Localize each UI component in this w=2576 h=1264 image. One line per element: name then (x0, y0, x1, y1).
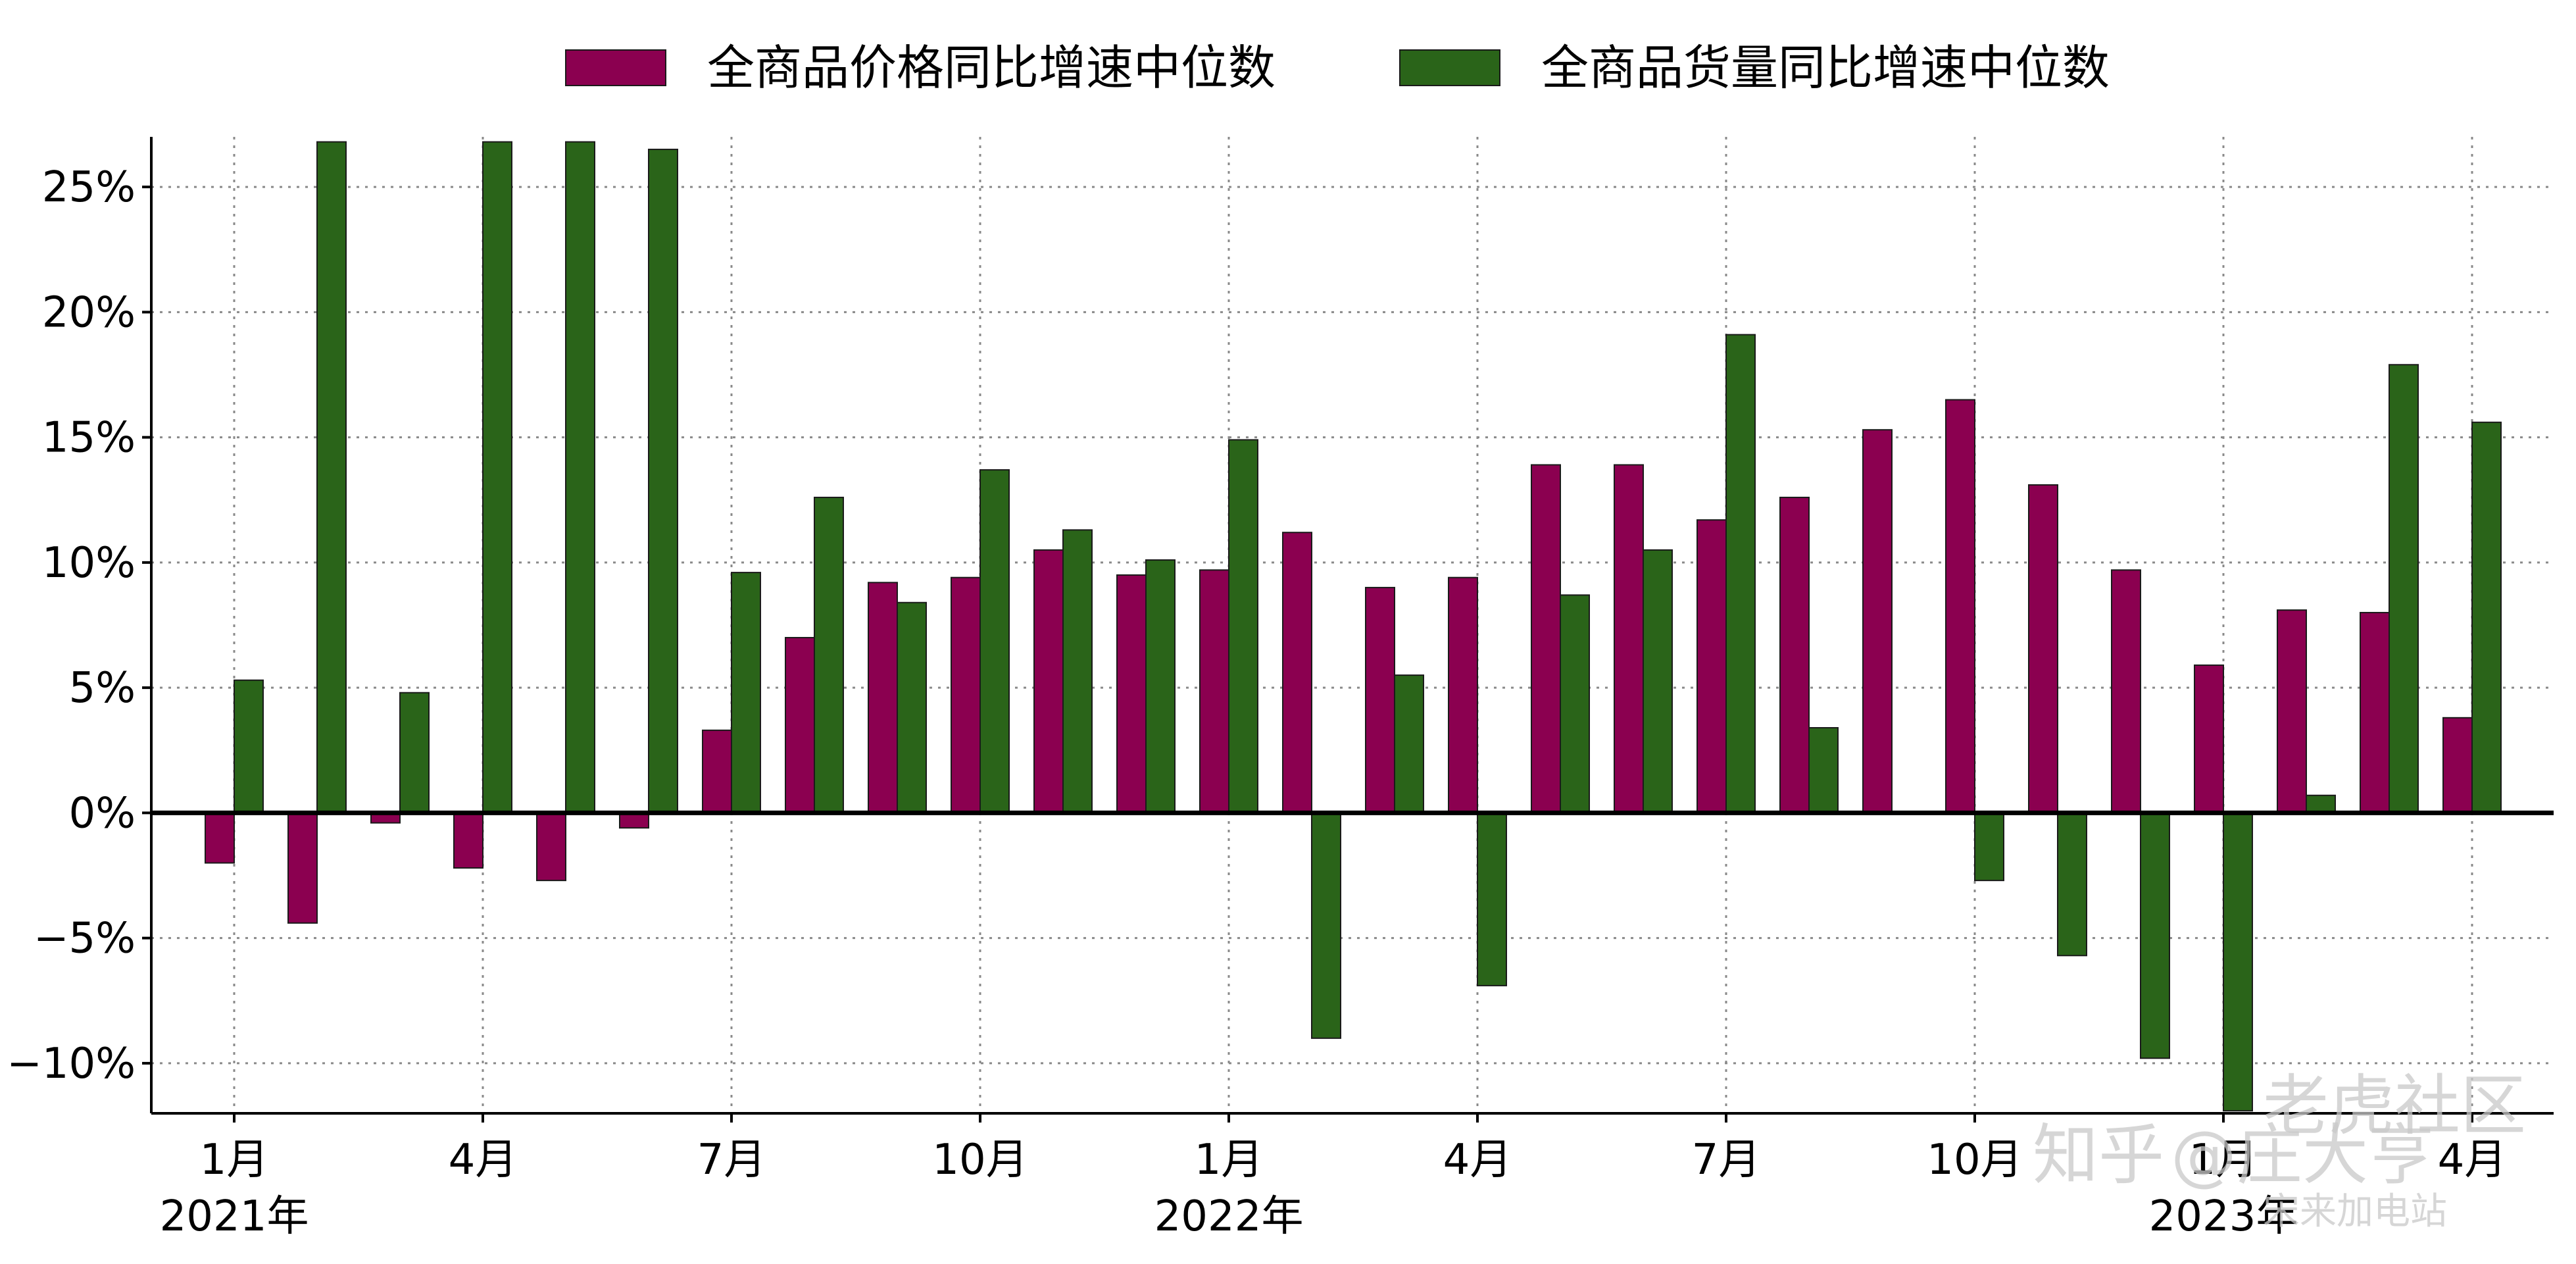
x-tick-label: 1月 (2189, 1136, 2258, 1184)
legend: 全商品价格同比增速中位数 全商品货量同比增速中位数 (565, 40, 2110, 95)
price-bar-2021-04 (453, 812, 483, 869)
watermark: 知乎 @庄大亨 老虎社区 宋来加电站 (2033, 1067, 2526, 1233)
volume-bar-2022-01 (1228, 439, 1258, 814)
price-bar-2023-01 (2194, 664, 2224, 814)
volume-bar-2021-10 (979, 469, 1010, 814)
y-tick-label: 25% (42, 163, 136, 212)
price-bar-2021-10 (951, 576, 981, 814)
price-bar-2021-08 (785, 637, 815, 814)
watermark-author: @庄大亨 (2171, 1117, 2434, 1194)
volume-bar-2021-02 (316, 141, 347, 814)
price-bar-2021-12 (1116, 574, 1147, 814)
volume-bar-2022-02 (1311, 812, 1341, 1039)
tick-labels: −10% −5% 0% 5% 10% 15% 20% 25% 1月 2021年 4月 7月 10月 1月 2… (7, 163, 2506, 1241)
x-tick-year-label: 2023年 (2149, 1192, 2298, 1241)
x-tick-label: 1月 (200, 1136, 269, 1184)
price-bar-2022-02 (1282, 532, 1312, 814)
price-bar-2022-01 (1199, 569, 1229, 814)
price-bar-2023-04 (2442, 717, 2473, 814)
legend-label-1: 全商品货量同比增速中位数 (1541, 40, 2110, 95)
x-tick-label: 10月 (1927, 1136, 2022, 1184)
volume-bar-2023-01 (2223, 812, 2253, 1112)
price-bar-2023-02 (2277, 609, 2307, 814)
volume-bar-2022-10 (1974, 812, 2004, 882)
watermark-forum: 老虎社区 (2263, 1067, 2526, 1144)
volume-bar-2021-11 (1062, 529, 1093, 814)
watermark-zhihu: 知乎 (2033, 1117, 2164, 1194)
volume-bar-2021-07 (731, 572, 761, 814)
x-tick-label: 4月 (1443, 1136, 1512, 1184)
volume-bar-2021-04 (482, 141, 512, 814)
legend-label-0: 全商品价格同比增速中位数 (707, 40, 1276, 95)
axes (142, 137, 2554, 1123)
price-bar-2022-09 (1862, 429, 1893, 814)
volume-bar-2023-03 (2389, 364, 2419, 814)
y-tick-label: 15% (42, 414, 136, 463)
volume-bar-2022-07 (1725, 334, 1756, 814)
volume-bar-2022-03 (1394, 674, 1424, 814)
price-bar-2022-03 (1365, 586, 1395, 814)
price-bar-2021-01 (205, 812, 235, 864)
watermark-sub: 宋来加电站 (2263, 1190, 2447, 1233)
y-tick-label: 20% (42, 288, 136, 337)
x-tick-label: 10月 (932, 1136, 1028, 1184)
volume-bar-2021-01 (234, 679, 264, 814)
volume-bar-2023-02 (2306, 794, 2336, 814)
y-tick-label: −5% (34, 915, 136, 963)
y-tick-label: −10% (7, 1040, 136, 1088)
volume-bar-2022-05 (1560, 594, 1590, 814)
legend-swatch-0 (565, 49, 666, 86)
volume-bar-2022-11 (2057, 812, 2087, 957)
price-bar-2023-03 (2360, 611, 2390, 814)
x-tick-label: 4月 (449, 1136, 518, 1184)
volume-bar-2021-03 (399, 692, 430, 814)
price-bar-2021-11 (1033, 549, 1064, 814)
price-bar-2021-02 (287, 812, 318, 924)
volume-bar-2021-08 (814, 496, 844, 814)
price-bar-2022-07 (1697, 519, 1727, 814)
legend-swatch-1 (1399, 49, 1500, 86)
volume-bar-2022-08 (1808, 727, 1839, 814)
x-tick-year-label: 2022年 (1154, 1192, 1304, 1241)
price-bar-2021-09 (868, 582, 898, 814)
volume-bar-2022-06 (1643, 549, 1673, 814)
x-tick-label: 4月 (2438, 1136, 2507, 1184)
volume-bar-2022-12 (2140, 812, 2170, 1059)
price-bar-2022-11 (2028, 484, 2058, 814)
price-bar-2021-07 (702, 729, 732, 814)
price-bar-2022-04 (1448, 576, 1478, 814)
x-tick-label: 7月 (697, 1136, 766, 1184)
price-bar-2022-12 (2111, 569, 2141, 814)
price-bar-2022-05 (1531, 464, 1561, 814)
price-bar-2022-08 (1779, 496, 1810, 814)
y-tick-label: 5% (68, 664, 136, 713)
bars (205, 141, 2502, 1112)
x-tick-label: 7月 (1692, 1136, 1761, 1184)
x-tick-label: 1月 (1195, 1136, 1264, 1184)
volume-bar-2021-09 (897, 601, 927, 814)
volume-bar-2022-04 (1477, 812, 1507, 986)
x-tick-year-label: 2021年 (160, 1192, 309, 1241)
volume-bar-2021-05 (565, 141, 595, 814)
y-tick-label: 10% (42, 539, 136, 588)
price-bar-2022-06 (1614, 464, 1644, 814)
volume-bar-2021-06 (648, 149, 678, 814)
volume-bar-2021-12 (1145, 559, 1176, 814)
price-bar-2021-05 (536, 812, 566, 882)
volume-bar-2023-04 (2471, 421, 2502, 814)
y-tick-label: 0% (68, 789, 136, 838)
price-bar-2022-10 (1945, 399, 1975, 814)
